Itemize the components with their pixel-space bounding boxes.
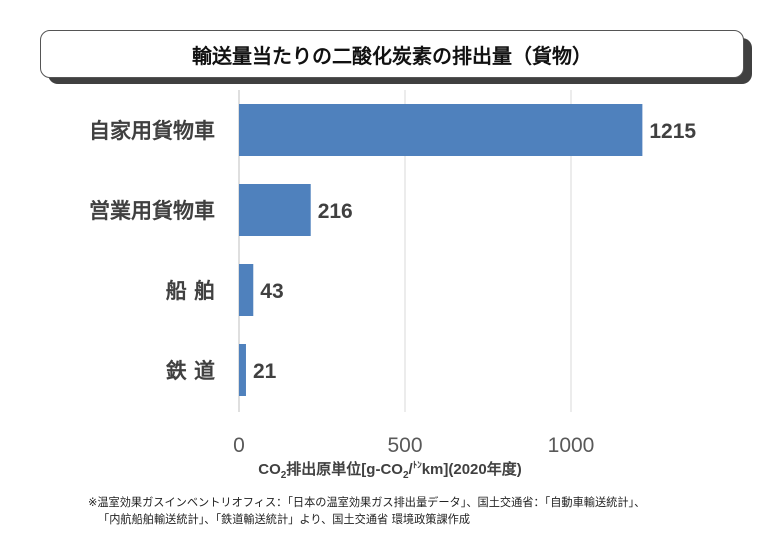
title-box: 輸送量当たりの二酸化炭素の排出量（貨物）	[40, 30, 744, 78]
category-label: 営業用貨物車	[89, 199, 215, 223]
x-axis-title: CO2排出原単位[g-CO2/ﾄﾝkm](2020年度)	[258, 460, 522, 481]
category-label: 船 舶	[166, 279, 215, 303]
chart-title: 輸送量当たりの二酸化炭素の排出量（貨物）	[192, 43, 592, 68]
x-tick-label: 500	[387, 434, 422, 457]
source-note-line-2: 「内航船舶輸送統計」、「鉄道輸送統計」より、国土交通省 環境政策課作成	[98, 513, 471, 526]
source-note: ※温室効果ガスインベントリオフィス：「日本の温室効果ガス排出量データ」、国土交通…	[88, 494, 768, 528]
data-label: 21	[253, 360, 277, 383]
source-note-line-1: ※温室効果ガスインベントリオフィス：「日本の温室効果ガス排出量データ」、国土交通…	[88, 496, 646, 509]
x-tick-label: 1000	[548, 434, 595, 457]
bar	[239, 264, 254, 316]
data-label: 216	[318, 200, 353, 223]
category-label: 自家用貨物車	[89, 119, 215, 143]
data-label: 1215	[649, 120, 696, 143]
bar	[239, 184, 311, 236]
bar	[239, 344, 246, 396]
x-tick-label: 0	[233, 434, 245, 457]
bar	[239, 104, 643, 156]
data-label: 43	[260, 280, 283, 303]
category-label: 鉄 道	[166, 359, 215, 383]
